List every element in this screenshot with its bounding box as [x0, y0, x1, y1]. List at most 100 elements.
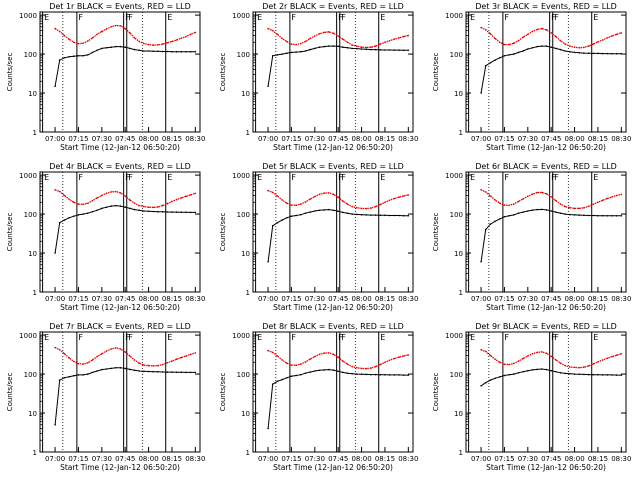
series-lld-point: [115, 24, 117, 27]
series-events-point: [370, 373, 372, 376]
series-lld-point: [351, 44, 353, 46]
series-events-point: [611, 215, 613, 217]
series-events-point: [318, 46, 321, 48]
marker-label: F: [551, 13, 556, 22]
series-lld-point: [360, 207, 363, 210]
x-tick-label: 07:00: [45, 135, 65, 143]
series-events-point: [592, 52, 595, 55]
series-events-point: [166, 50, 169, 53]
series-lld-point: [119, 192, 122, 194]
series-events-point: [601, 214, 604, 217]
series-lld-point: [58, 30, 61, 33]
series-events-point: [143, 370, 145, 373]
series-lld-point: [508, 204, 510, 207]
series-lld-point: [531, 353, 534, 355]
series-lld-point: [328, 31, 330, 33]
series-events-point: [559, 212, 562, 214]
series-events-point: [559, 372, 562, 374]
x-tick-label: 07:30: [92, 295, 112, 303]
series-lld-line: [54, 189, 196, 209]
series-events-point: [564, 50, 566, 52]
series-lld-point: [105, 192, 108, 195]
series-events-point: [536, 208, 538, 211]
series-events-point: [63, 219, 66, 221]
x-tick-label: 07:15: [494, 135, 514, 143]
series-lld-point: [522, 198, 524, 200]
series-events-point: [360, 213, 363, 216]
series-events-point: [573, 373, 576, 375]
series-events-point: [365, 214, 367, 216]
series-events-point: [73, 375, 75, 377]
chart-title: Det 3r BLACK = Events, RED = LLD: [475, 2, 617, 11]
x-tick-label: 07:30: [305, 455, 325, 463]
series-events-line: [54, 205, 196, 254]
series-lld-point: [494, 199, 496, 201]
series-events-point: [402, 49, 405, 52]
series-events-point: [578, 373, 580, 375]
series-events-point: [503, 55, 506, 57]
series-events-point: [82, 374, 84, 376]
series-lld-point: [527, 33, 529, 36]
series-events-point: [101, 47, 103, 50]
y-tick-label: 10: [28, 410, 37, 418]
series-lld-point: [166, 202, 169, 205]
series-events-point: [513, 53, 515, 55]
marker-label: E: [44, 173, 49, 182]
series-events-point: [388, 214, 391, 217]
series-lld-point: [143, 42, 145, 45]
series-lld-point: [286, 362, 288, 364]
series-events-point: [489, 223, 492, 225]
series-events-point: [328, 368, 330, 371]
series-events-point: [541, 45, 543, 47]
series-lld-point: [91, 199, 94, 202]
series-events-point: [54, 424, 56, 426]
series-events-point: [276, 380, 279, 383]
series-events-point: [152, 50, 154, 53]
series-lld-point: [480, 26, 482, 29]
series-lld-point: [601, 199, 604, 202]
series-events-point: [271, 225, 274, 227]
series-lld-point: [569, 366, 571, 368]
series-events-point: [517, 212, 520, 214]
series-lld-point: [281, 359, 283, 361]
series-lld-point: [82, 363, 84, 365]
series-lld-point: [267, 27, 269, 30]
series-events-line: [54, 367, 196, 425]
series-lld-point: [286, 40, 288, 43]
series-lld-point: [267, 189, 269, 192]
marker-label: F: [554, 173, 559, 182]
det-4r-chart: Det 4r BLACK = Events, RED = LLD 1 10 100 10…: [6, 162, 205, 312]
y-tick-label: 1: [246, 449, 250, 457]
series-events-point: [398, 49, 400, 51]
y-tick-label: 10: [241, 410, 250, 418]
x-tick-label: 07:45: [115, 295, 135, 303]
series-lld-line: [267, 28, 409, 49]
x-tick-label: 07:00: [258, 295, 278, 303]
x-tick-label: 07:00: [45, 295, 65, 303]
series-events-point: [281, 378, 283, 381]
x-tick-label: 07:45: [541, 455, 561, 463]
series-events-point: [82, 55, 84, 57]
y-tick-label: 1000: [232, 12, 250, 20]
marker-label: E: [167, 13, 172, 22]
series-events-point: [503, 216, 506, 218]
series-events-point: [393, 374, 396, 376]
plot-frame: [465, 171, 627, 293]
x-tick-label: 07:00: [258, 135, 278, 143]
series-lld-point: [583, 207, 585, 209]
series-events-point: [295, 214, 297, 217]
series-events-point: [587, 373, 590, 376]
det-7r-panel: Det 7r BLACK = Events, RED = LLD 1 10 100 10…: [0, 320, 213, 480]
series-events-point: [351, 372, 353, 375]
series-events-point: [337, 210, 339, 213]
series-lld-point: [407, 194, 410, 196]
series-lld-point: [295, 204, 297, 207]
series-events-point: [578, 214, 580, 216]
series-events-point: [620, 374, 623, 376]
series-lld-point: [517, 200, 520, 203]
series-events-point: [583, 52, 585, 54]
series-events-point: [328, 208, 330, 211]
series-events-line: [54, 46, 196, 87]
series-events-point: [124, 367, 126, 370]
series-events-point: [346, 47, 349, 49]
